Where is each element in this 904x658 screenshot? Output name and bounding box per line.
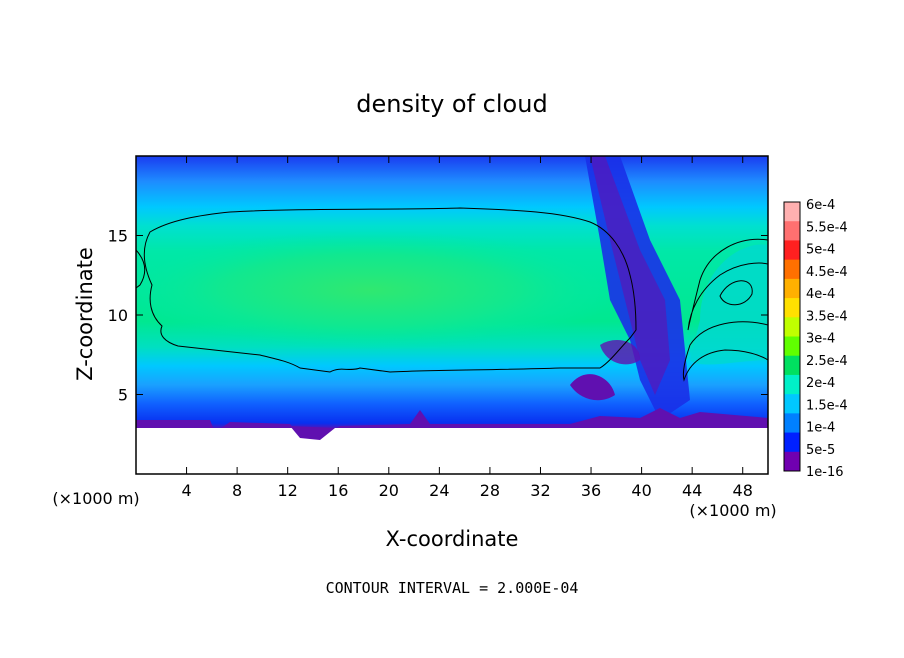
contour-line-main [143,207,637,373]
x-tick-label: 40 [631,481,651,500]
x-tick-label: 48 [733,481,753,500]
x-tick-label: 4 [181,481,191,500]
colorbar-swatch [784,451,800,472]
x-axis: 4 8 12 16 20 24 28 32 36 40 44 48 [181,156,753,500]
y-axis: 5 10 15 [108,227,768,405]
x-tick-label: 16 [328,481,348,500]
terrain-bump [290,426,335,440]
y-tick-label: 15 [108,227,128,246]
y-tick-label: 10 [108,306,128,325]
colorbar-label: 3e-4 [806,332,835,347]
colorbar-label: 6e-4 [806,198,835,213]
colorbar-swatch [784,432,800,453]
contour-line-right-outer [687,238,768,331]
colorbar-label: 2e-4 [806,376,835,391]
x-tick-label: 20 [379,481,399,500]
colorbar-swatch [784,202,800,222]
colorbar-swatch [784,374,800,395]
x-unit-left: (×1000 m) [52,489,139,508]
colorbar-label: 4.5e-4 [806,265,848,280]
colorbar-swatch [784,355,800,376]
cloud-base-band [136,408,768,438]
colorbar-frame [783,201,801,472]
colorbar-swatch [784,240,800,261]
contour-line-left-edge [136,249,146,289]
purple-pocket-2 [600,340,640,365]
x-tick-label: 32 [530,481,550,500]
y-tick-label: 5 [118,386,128,405]
colorbar-swatch [784,336,800,357]
contour-line-right-lower [682,321,768,382]
y-axis-label: Z-coordinate [73,247,97,381]
colorbar-label: 1e-16 [806,465,844,480]
colorbar-swatch [784,413,800,434]
colorbar-label: 3.5e-4 [806,309,848,324]
colorbar-label: 5.5e-4 [806,220,848,235]
x-tick-label: 8 [232,481,242,500]
chart-title: density of cloud [356,90,547,118]
colorbar-label: 5e-4 [806,243,835,258]
purple-pocket [570,374,615,401]
contour-line-right-inner [719,280,753,306]
colorbar-swatch [784,298,800,318]
colorbar-swatch [784,221,800,241]
cloud-core [136,230,620,350]
colorbar-swatch [784,278,800,299]
colorbar-swatch [784,394,800,414]
colorbar: 6e-4 5.5e-4 5e-4 4.5e-4 4e-4 3.5e-4 3e-4 2.5e-4… [783,198,848,480]
x-unit-right: (×1000 m) [689,501,776,520]
x-tick-label: 36 [581,481,601,500]
ground-area [136,428,768,474]
x-axis-label: X-coordinate [386,527,519,551]
colorbar-label: 4e-4 [806,287,835,302]
density-field [136,156,768,474]
colorbar-label: 2.5e-4 [806,354,848,369]
x-tick-label: 24 [429,481,449,500]
colorbar-label: 1.5e-4 [806,398,848,413]
colorbar-label: 1e-4 [806,421,835,436]
colorbar-swatch [784,317,800,337]
contour-interval-note: CONTOUR INTERVAL = 2.000E-04 [326,579,579,597]
colorbar-swatch [784,259,800,280]
colorbar-label: 5e-5 [806,443,835,458]
x-tick-label: 44 [682,481,702,500]
x-tick-label: 12 [278,481,298,500]
x-tick-label: 28 [480,481,500,500]
